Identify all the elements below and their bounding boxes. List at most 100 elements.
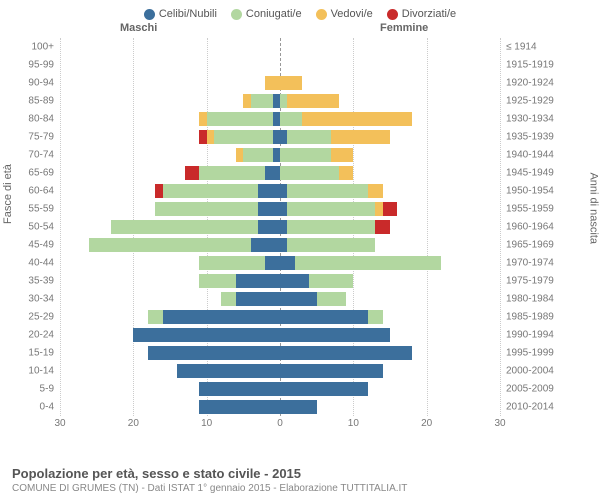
male-bar [243, 94, 280, 108]
bar-segment [280, 328, 390, 342]
bar-segment [273, 148, 280, 162]
pyramid-row [60, 40, 500, 54]
bar-segment [199, 130, 206, 144]
bar-segment [199, 166, 265, 180]
bar-segment [177, 364, 280, 378]
bar-segment [280, 274, 309, 288]
female-bar [280, 346, 412, 360]
legend-label: Divorziati/e [402, 8, 456, 20]
bar-segment [214, 130, 273, 144]
legend-item: Divorziati/e [387, 8, 456, 20]
bar-segment [331, 130, 390, 144]
age-label: 25-29 [28, 312, 54, 323]
male-bar [265, 76, 280, 90]
pyramid-row [60, 256, 500, 270]
age-label: 5-9 [40, 384, 54, 395]
bar-segment [185, 166, 200, 180]
male-bar [199, 112, 280, 126]
bar-segment [236, 292, 280, 306]
female-bar [280, 184, 383, 198]
pyramid-row [60, 130, 500, 144]
age-label: 65-69 [28, 168, 54, 179]
bar-segment [280, 202, 287, 216]
pyramid-row [60, 184, 500, 198]
birth-year-label: 2010-2014 [506, 402, 554, 413]
pyramid-row [60, 202, 500, 216]
x-tick-label: 30 [494, 418, 505, 429]
male-bar [199, 274, 280, 288]
bar-segment [280, 76, 302, 90]
legend-label: Vedovi/e [331, 8, 373, 20]
birth-year-label: 1975-1979 [506, 276, 554, 287]
male-bar [199, 130, 280, 144]
bar-segment [265, 76, 280, 90]
x-tick-label: 20 [128, 418, 139, 429]
male-bar [221, 292, 280, 306]
male-bar [185, 166, 280, 180]
bar-segment [243, 94, 250, 108]
female-bar [280, 76, 302, 90]
age-label: 95-99 [28, 60, 54, 71]
bar-segment [280, 382, 368, 396]
x-tick-label: 0 [277, 418, 283, 429]
bar-segment [199, 274, 236, 288]
age-label: 10-14 [28, 366, 54, 377]
female-bar [280, 364, 383, 378]
bar-segment [148, 310, 163, 324]
pyramid-row [60, 328, 500, 342]
legend-item: Vedovi/e [316, 8, 373, 20]
pyramid-row [60, 382, 500, 396]
bar-segment [280, 364, 383, 378]
pyramid-row [60, 400, 500, 414]
bar-segment [280, 220, 287, 234]
bar-segment [287, 184, 368, 198]
age-label: 85-89 [28, 96, 54, 107]
female-bar [280, 292, 346, 306]
bar-segment [280, 112, 302, 126]
legend-swatch [316, 9, 327, 20]
legend-label: Coniugati/e [246, 8, 302, 20]
pyramid-row [60, 292, 500, 306]
bar-segment [265, 256, 280, 270]
male-bar [199, 382, 280, 396]
female-bar [280, 166, 353, 180]
bar-segment [287, 94, 338, 108]
legend-label: Celibi/Nubili [159, 8, 217, 20]
birth-year-label: 1915-1919 [506, 60, 554, 71]
x-tick-label: 10 [348, 418, 359, 429]
bar-segment [368, 310, 383, 324]
bar-segment [133, 328, 280, 342]
header-female: Femmine [380, 22, 428, 34]
bar-segment [207, 112, 273, 126]
bar-segment [368, 184, 383, 198]
gender-headers: Maschi Femmine [0, 20, 600, 38]
pyramid-row [60, 238, 500, 252]
age-label: 90-94 [28, 78, 54, 89]
bar-segment [280, 238, 287, 252]
x-tick-label: 20 [421, 418, 432, 429]
bar-segment [317, 292, 346, 306]
bar-segment [287, 220, 375, 234]
birth-year-label: 1950-1954 [506, 186, 554, 197]
female-bar [280, 382, 368, 396]
male-bar [133, 328, 280, 342]
bar-segment [383, 202, 398, 216]
age-label: 75-79 [28, 132, 54, 143]
female-bar [280, 130, 390, 144]
birth-year-label: 1930-1934 [506, 114, 554, 125]
female-bar [280, 238, 375, 252]
age-label: 15-19 [28, 348, 54, 359]
pyramid-row [60, 148, 500, 162]
legend-item: Coniugati/e [231, 8, 302, 20]
female-bar [280, 112, 412, 126]
male-bar [155, 202, 280, 216]
age-label: 35-39 [28, 276, 54, 287]
bar-segment [287, 238, 375, 252]
age-label: 100+ [31, 42, 54, 53]
bar-segment [273, 112, 280, 126]
female-bar [280, 220, 390, 234]
bar-segment [243, 148, 272, 162]
bar-segment [258, 202, 280, 216]
bar-segment [221, 292, 236, 306]
bar-segment [287, 202, 375, 216]
